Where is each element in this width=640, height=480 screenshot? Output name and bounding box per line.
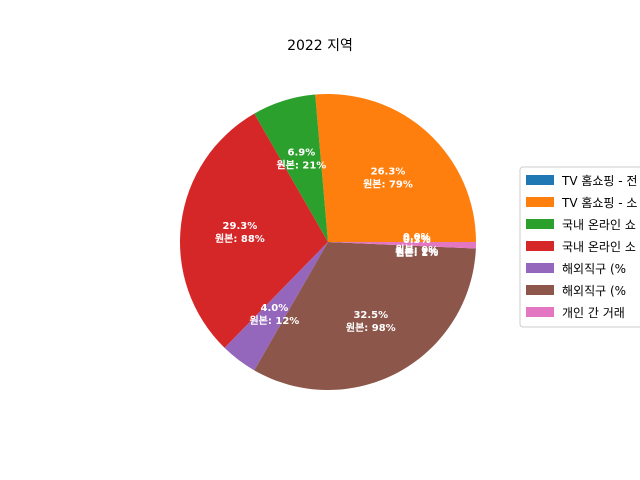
legend-swatch: [526, 219, 554, 229]
legend-label: TV 홈쇼핑 - 전: [561, 174, 637, 188]
legend-label: 해외직구 (%: [562, 284, 626, 298]
slice-percent-label: 0.3%: [403, 235, 431, 246]
pie-slice: [328, 242, 477, 249]
slice-raw-label: 원본: 1%: [395, 246, 438, 259]
pie-slice: [315, 94, 476, 242]
legend-swatch: [526, 285, 554, 295]
chart-title: 2022 지역: [287, 38, 353, 54]
slice-percent-label: 0.7%: [403, 234, 431, 245]
legend-label: 국내 온라인 소: [562, 240, 636, 254]
legend-label: 개인 간 거래: [562, 306, 625, 320]
legend-label: 해외직구 (%: [562, 262, 626, 276]
legend-label: TV 홈쇼핑 - 소: [561, 196, 637, 210]
slice-raw-label: 원본: 98%: [346, 321, 396, 334]
legend-swatch: [526, 175, 554, 185]
slice-raw-label: 원본: 2%: [395, 245, 438, 258]
slice-percent-label: 29.3%: [223, 221, 258, 232]
slice-raw-label: 원본: 12%: [249, 314, 299, 327]
pie-slice: [179, 113, 328, 348]
legend-swatch: [526, 241, 554, 251]
slice-raw-label: 원본: 79%: [363, 178, 413, 191]
slice-raw-label: 원본: 88%: [215, 232, 265, 245]
slice-percent-label: 26.3%: [371, 167, 406, 178]
slice-percent-label: 6.9%: [288, 147, 316, 158]
legend-label: 국내 온라인 쇼: [562, 218, 636, 232]
legend-swatch: [526, 263, 554, 273]
slice-raw-label: 원본: 0%: [395, 243, 438, 256]
pie-slice: [254, 94, 328, 242]
slice-raw-label: 원본: 21%: [276, 158, 326, 171]
slice-percent-label: 4.0%: [261, 303, 289, 314]
legend-swatch: [526, 307, 554, 317]
pie-slice: [254, 242, 476, 391]
slice-percent-label: 32.5%: [353, 310, 388, 321]
pie-slice: [224, 242, 328, 371]
pie-slices: [179, 94, 477, 391]
chart-legend: TV 홈쇼핑 - 전 TV 홈쇼핑 - 소국내 온라인 쇼국내 온라인 소해외직구…: [519, 166, 640, 328]
slice-percent-label: 0.0%: [403, 232, 431, 243]
pie-labels: 0.0%원본: 0%26.3%원본: 79%6.9%원본: 21%29.3%원본…: [215, 147, 438, 333]
legend-swatch: [526, 197, 554, 207]
